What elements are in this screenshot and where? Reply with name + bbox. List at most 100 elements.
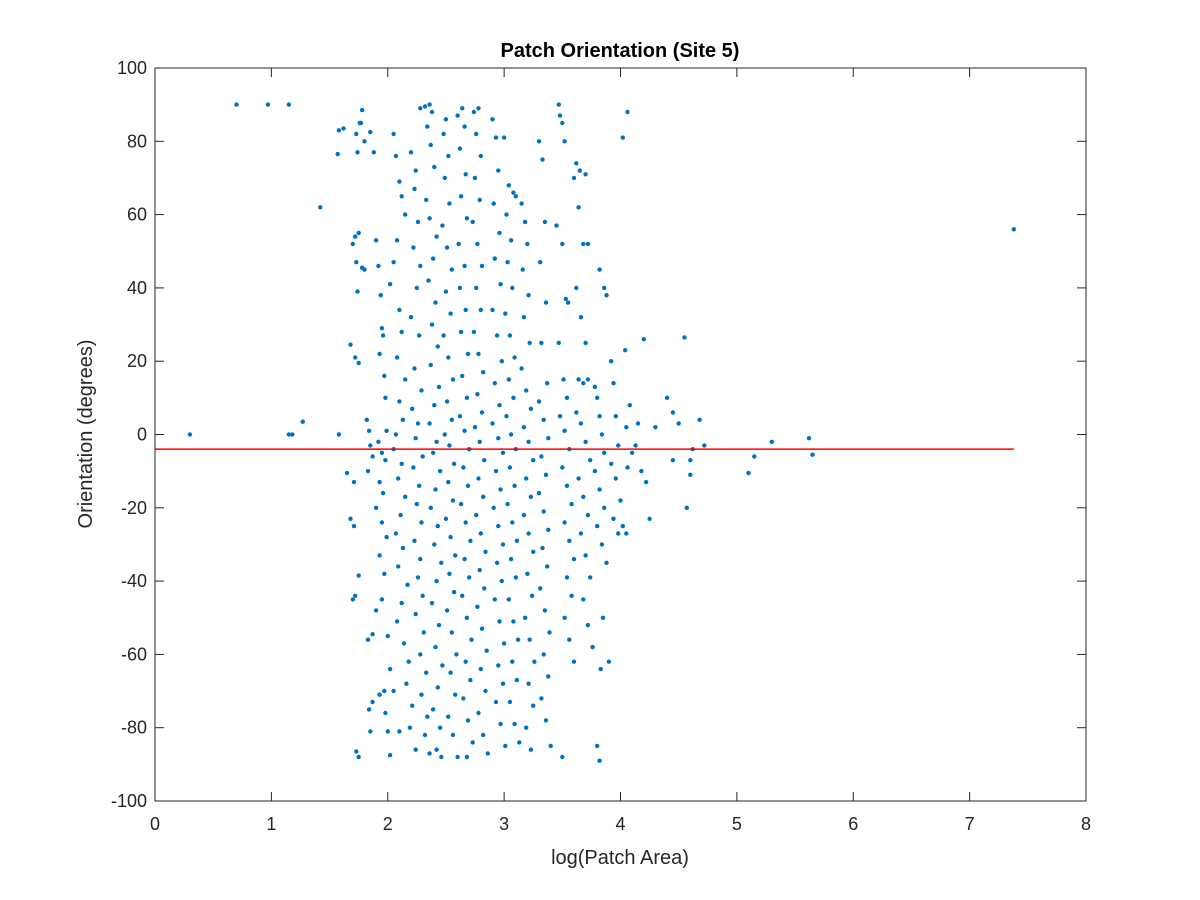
data-point [377,692,382,697]
data-point [348,516,353,521]
data-point [478,666,483,672]
data-point [492,597,497,602]
data-point [442,175,447,181]
data-point [419,388,424,393]
data-point [441,333,446,338]
data-point [393,153,399,159]
data-point [595,743,600,749]
data-point [399,600,404,606]
data-point [371,150,376,155]
data-point [187,432,193,437]
data-point [624,425,629,430]
data-point [562,139,567,144]
data-point [567,538,572,543]
data-point [234,102,239,107]
data-point [478,531,483,536]
data-point [355,150,360,155]
data-point [451,461,457,466]
data-point [536,490,542,496]
data-point [498,721,503,727]
data-point [368,443,373,448]
data-point [611,381,616,386]
data-point [546,436,551,441]
data-point [391,688,396,694]
data-point [670,458,676,463]
data-point [440,663,445,668]
data-point [576,476,581,481]
data-point [627,403,632,408]
data-point [538,586,543,591]
data-point [383,458,388,463]
data-point [604,293,609,298]
data-point [383,710,388,716]
y-tick-label: 0 [137,425,147,445]
data-point [590,644,595,650]
data-point [504,414,509,419]
data-point [383,395,388,400]
data-point [560,465,565,470]
data-point [401,641,407,646]
data-point [432,542,437,547]
data-point [265,102,271,107]
data-point [463,520,468,525]
data-point [528,406,534,411]
data-point [379,520,385,525]
data-point [454,652,459,657]
data-point [448,311,453,316]
data-point [393,531,399,536]
data-point [448,670,453,675]
data-point [574,410,579,415]
data-point [540,545,545,551]
data-point [493,468,499,474]
data-point [521,512,527,518]
data-point [424,670,429,675]
data-point [362,139,367,144]
data-point [602,505,607,510]
data-point [541,417,546,422]
x-tick-label: 8 [1081,814,1091,834]
data-point [600,615,606,620]
data-point [576,205,581,210]
data-point [476,476,481,481]
data-point [512,483,517,488]
data-point [458,329,464,335]
data-point [477,567,482,573]
data-point [412,366,417,371]
data-point [451,589,457,595]
data-point [368,729,373,734]
data-point [583,553,588,558]
data-point [602,285,607,291]
data-point [387,666,393,672]
data-point [507,699,513,705]
data-point [496,436,501,441]
data-point [571,556,577,562]
data-point [435,685,440,690]
data-point [365,468,371,474]
data-point [318,205,323,210]
data-point [481,370,486,375]
data-point [505,260,510,265]
y-tick-label: -100 [111,791,147,811]
data-point [397,179,402,184]
data-point [398,512,403,518]
data-point [413,747,418,752]
data-point [353,355,358,360]
data-point [517,740,522,745]
data-point [493,699,499,705]
data-point [430,450,436,455]
data-point [462,428,467,433]
data-point [501,641,507,646]
plot-area [155,68,1086,801]
data-point [531,458,536,463]
data-point [571,175,577,181]
data-point [538,260,543,265]
data-point [426,278,431,283]
data-point [382,571,387,576]
data-point [618,498,623,503]
data-point [478,153,483,159]
data-point [384,428,389,433]
data-point [419,520,424,525]
data-point [597,487,602,492]
x-tick-label: 6 [848,814,858,834]
data-point [356,230,361,236]
